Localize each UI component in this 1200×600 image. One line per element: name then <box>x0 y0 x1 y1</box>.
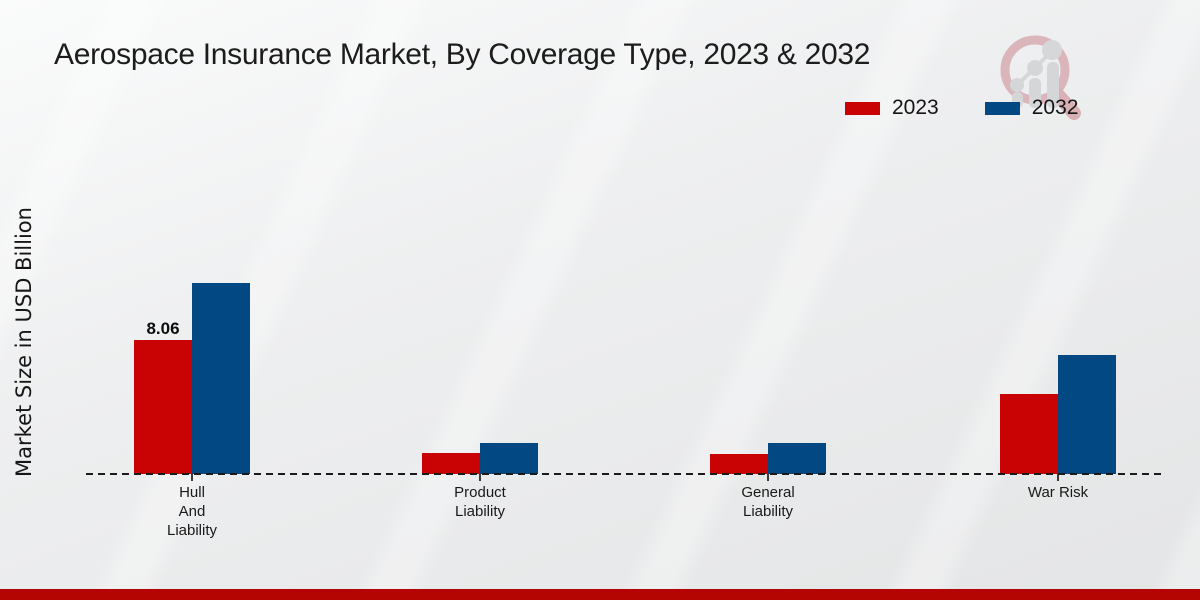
category-label: General Liability <box>741 484 795 520</box>
legend-label: 2032 <box>1031 96 1079 119</box>
category-label: Hull And Liability <box>166 484 218 539</box>
x-axis-tick <box>191 474 193 481</box>
bar-2023-product-liability <box>422 453 480 474</box>
category-label: War Risk <box>1027 484 1089 501</box>
bar-2032-general-liability <box>768 443 826 474</box>
category-label: Product Liability <box>454 484 506 520</box>
bar-2032-product-liability <box>480 443 538 474</box>
bar-value-label: 8.06 <box>146 319 180 338</box>
x-axis-dashed-line <box>86 473 1164 475</box>
legend-swatch-2032 <box>984 101 1020 115</box>
legend-item-2023: 2023 <box>845 96 939 120</box>
bar-2032-hull-and-liability <box>192 283 250 474</box>
legend-swatch-2023 <box>845 101 880 115</box>
bar-2032-war-risk <box>1058 355 1116 474</box>
bar-2023-general-liability <box>710 454 768 474</box>
bar-2023-war-risk <box>1000 394 1058 474</box>
x-axis-tick <box>1057 474 1059 481</box>
x-axis-tick <box>479 474 481 481</box>
logo-bars <box>1010 40 1062 108</box>
legend: 2023 2032 <box>845 96 1078 120</box>
legend-item-2032: 2032 <box>984 96 1079 120</box>
footer-accent-bar <box>0 589 1200 600</box>
legend-label: 2023 <box>892 96 939 119</box>
magnifier-chart-logo-icon <box>1000 35 1081 120</box>
bar-2023-hull-and-liability <box>134 340 192 474</box>
magnifier-handle <box>1050 87 1081 120</box>
chart-title: Aerospace Insurance Market, By Coverage … <box>54 38 871 71</box>
y-axis-label: Market Size in USD Billion <box>12 207 36 477</box>
x-axis-tick <box>767 474 769 481</box>
